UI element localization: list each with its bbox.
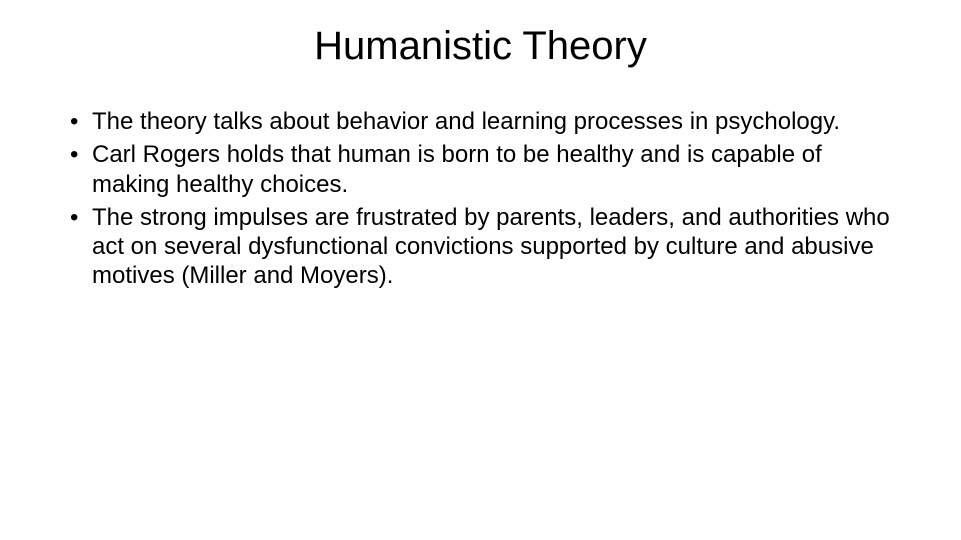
bullet-list: The theory talks about behavior and lear… (70, 107, 901, 291)
list-item: Carl Rogers holds that human is born to … (70, 140, 901, 199)
slide-content: The theory talks about behavior and lear… (50, 107, 911, 291)
slide-container: Humanistic Theory The theory talks about… (0, 0, 961, 540)
slide-title: Humanistic Theory (50, 24, 911, 69)
list-item: The strong impulses are frustrated by pa… (70, 203, 901, 291)
list-item: The theory talks about behavior and lear… (70, 107, 901, 136)
